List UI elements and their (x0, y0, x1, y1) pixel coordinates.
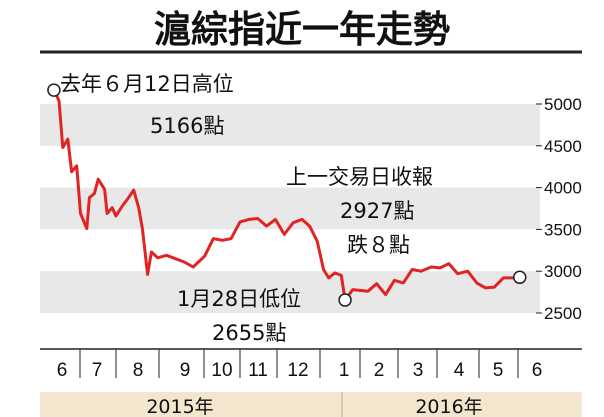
grid-band-2 (40, 271, 540, 313)
chart-bands (40, 104, 540, 313)
x-tick-label-2: 8 (133, 360, 144, 381)
y-tick-label-5: 2500 (544, 304, 582, 323)
x-tick-label-1: 7 (92, 360, 103, 381)
y-axis: 5000 4500 4000 3500 3000 2500 (536, 95, 582, 323)
chart-title: 滬綜指近一年走勢 (154, 8, 450, 51)
annotation-last-value: 2927點 (340, 199, 414, 223)
y-tick-label-1: 4500 (544, 137, 582, 156)
y-tick-label-3: 3500 (544, 220, 582, 239)
year-label-1: 2016年 (415, 396, 482, 417)
annotations: 去年６月12日高位 5166點 上一交易日收報 2927點 跌８點 1月28日低… (60, 72, 433, 345)
year-label-0: 2015年 (146, 396, 213, 417)
x-tick-label-9: 3 (413, 360, 424, 381)
marker-low (338, 293, 352, 307)
x-tick-label-3: 9 (180, 360, 191, 381)
x-tick-label-7: 1 (339, 360, 350, 381)
x-tick-label-4: 10 (211, 360, 232, 381)
annotation-last-change: 跌８點 (347, 233, 410, 257)
y-tick-label-2: 4000 (544, 179, 582, 198)
markers (47, 83, 527, 307)
x-tick-label-8: 2 (374, 360, 385, 381)
annotation-high-value: 5166點 (150, 114, 224, 138)
x-tick-label-6: 12 (287, 360, 308, 381)
grid-band-0 (40, 104, 540, 146)
x-tick-label-11: 5 (493, 360, 504, 381)
grid-band-1 (40, 187, 540, 230)
annotation-low-value: 2655點 (212, 321, 286, 345)
x-tick-label-0: 6 (57, 360, 68, 381)
annotation-low-label: 1月28日低位 (177, 287, 301, 311)
annotation-high-label: 去年６月12日高位 (60, 72, 234, 96)
x-tick-label-12: 6 (532, 360, 543, 381)
annotation-last-label: 上一交易日收報 (286, 165, 433, 189)
marker-last (512, 270, 527, 285)
x-tick-label-5: 11 (248, 360, 268, 381)
y-tick-label-4: 3000 (544, 262, 582, 281)
marker-high (47, 83, 61, 97)
year-bar (40, 392, 582, 417)
price-line (52, 89, 520, 302)
x-tick-label-10: 4 (454, 360, 465, 381)
y-tick-label-0: 5000 (544, 95, 582, 114)
